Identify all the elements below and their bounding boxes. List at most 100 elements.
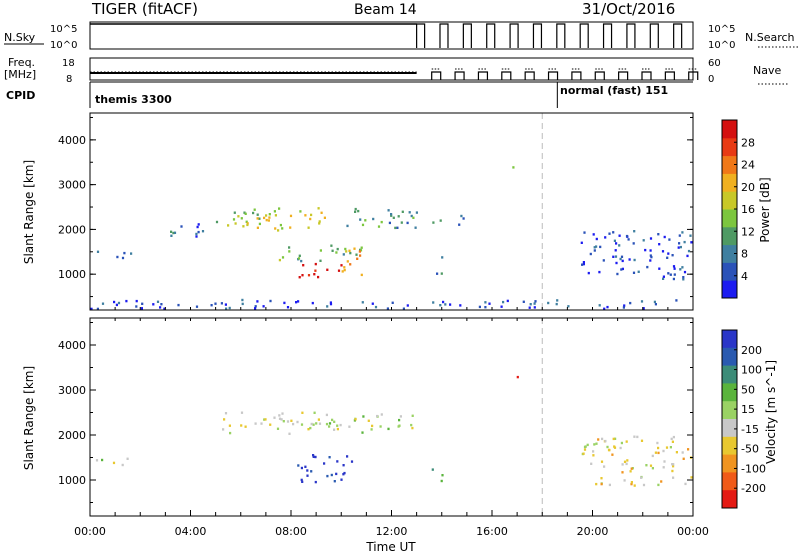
echo-cell [600, 460, 604, 463]
echo-cell [227, 224, 230, 227]
echo-cell [600, 477, 603, 480]
freq-step [431, 71, 442, 80]
echo-cell [600, 482, 603, 486]
echo-cell [398, 418, 401, 422]
echo-cell [256, 217, 259, 220]
echo-cell [396, 226, 399, 229]
colorbar-segment [722, 120, 737, 139]
echo-cell [367, 419, 370, 422]
echo-cell [632, 271, 636, 274]
echo-cell [534, 300, 537, 303]
echo-cell [603, 307, 606, 310]
echo-cell [329, 302, 333, 306]
echo-cell [683, 270, 687, 274]
echo-cell [595, 237, 598, 241]
colorbar-segment [722, 262, 737, 281]
nsky-step [556, 23, 566, 48]
power-ylabel: Slant Range [km] [22, 160, 36, 264]
echo-cell [278, 417, 282, 420]
echo-cell [625, 462, 628, 466]
nave-tick-bottom: 0 [708, 74, 714, 85]
colorbar-segment [722, 209, 737, 228]
echo-cell [302, 264, 305, 267]
cpid-mode-2: normal (fast) 151 [560, 84, 668, 97]
echo-cell [669, 273, 672, 276]
echo-cell [130, 252, 133, 255]
echo-cell [440, 479, 443, 483]
colorbar-segment [722, 280, 737, 299]
echo-cell [399, 415, 402, 418]
echo-cell [282, 420, 285, 423]
echo-cell [340, 264, 343, 267]
echo-cell [229, 431, 232, 435]
nsky-step [532, 23, 543, 48]
echo-cell [615, 242, 618, 245]
echo-cell [325, 422, 329, 426]
echo-cell [649, 254, 652, 257]
colorbar-segment [722, 472, 737, 491]
echo-cell [170, 230, 173, 233]
time-tick-label: 00:00 [74, 525, 106, 538]
echo-cell [254, 307, 257, 310]
echo-cell [506, 299, 509, 303]
echo-cell [642, 239, 645, 242]
freq-step [641, 71, 652, 80]
echo-cell [260, 422, 263, 425]
echo-cell [356, 257, 359, 260]
echo-cell [597, 438, 600, 441]
freq-step [454, 71, 465, 80]
echo-cell [288, 250, 291, 253]
echo-cell [522, 300, 525, 303]
echo-cell [672, 277, 675, 281]
echo-cell [502, 300, 505, 304]
echo-cell [301, 480, 304, 483]
echo-cell [246, 222, 249, 225]
echo-cell [681, 231, 684, 234]
colorbar-segment [722, 454, 737, 473]
echo-cell [288, 432, 291, 435]
echo-cell [269, 423, 272, 426]
echo-cell [228, 424, 231, 427]
echo-cell [274, 227, 277, 230]
echo-cell [141, 302, 144, 305]
echo-cell [333, 420, 336, 423]
echo-cell [288, 246, 291, 249]
time-tick-label: 12:00 [376, 525, 408, 538]
echo-cell [348, 425, 351, 428]
echo-cell [268, 216, 271, 219]
echo-cell [625, 440, 628, 443]
echo-cell [241, 302, 244, 306]
echo-cell [618, 244, 621, 247]
echo-cell [361, 431, 364, 434]
echo-cell [339, 423, 342, 427]
echo-cell [299, 210, 302, 213]
nsky-step [509, 23, 519, 48]
radar-title: TIGER (fitACF) [91, 0, 198, 18]
echo-cell [580, 241, 583, 244]
echo-cell [390, 213, 393, 216]
echo-cell [460, 214, 463, 218]
echo-cell [608, 232, 611, 235]
echo-cell [313, 273, 316, 276]
echo-cell [529, 303, 532, 306]
echo-cell [243, 211, 246, 214]
echo-cell [666, 256, 669, 259]
echo-cell [604, 439, 607, 443]
echo-cell [644, 248, 647, 252]
echo-cell [349, 251, 352, 255]
echo-cell [355, 253, 358, 256]
echo-cell [328, 456, 331, 459]
echo-cell [683, 240, 686, 244]
echo-cell [581, 263, 584, 266]
echo-cell [441, 256, 444, 259]
echo-cell [101, 302, 105, 305]
echo-cell [195, 232, 198, 236]
echo-cell [673, 267, 676, 270]
echo-cell [240, 424, 243, 427]
echo-cell [177, 303, 180, 307]
colorbar-segment [722, 383, 737, 402]
echo-cell [345, 250, 348, 253]
echo-cell [234, 222, 237, 225]
colorbar-tick-label: -200 [741, 482, 766, 495]
echo-cell [306, 474, 309, 477]
